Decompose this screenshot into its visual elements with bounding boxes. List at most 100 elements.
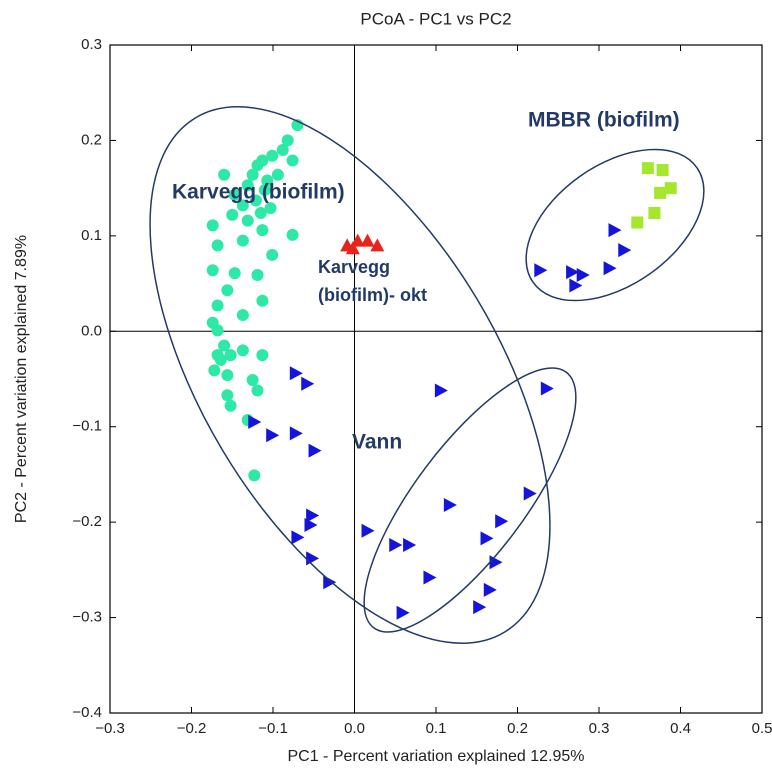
x-axis-label: PC1 - Percent variation explained 12.95% (287, 748, 584, 765)
data-point (211, 324, 224, 337)
data-point (306, 508, 320, 523)
data-point (218, 168, 231, 181)
data-point (576, 267, 590, 282)
data-point (306, 551, 320, 566)
data-point (254, 206, 267, 219)
x-tick-label: 0.5 (752, 720, 772, 737)
data-point (656, 164, 669, 177)
annotation: Karvegg (318, 257, 390, 277)
data-point (291, 530, 305, 545)
annotation: (biofilm)- okt (318, 285, 427, 305)
data-point (423, 570, 437, 585)
y-tick-label: −0.3 (72, 609, 102, 626)
data-point (211, 299, 224, 312)
data-point (208, 364, 221, 377)
data-point (271, 168, 284, 181)
data-point (301, 376, 315, 391)
data-point (266, 149, 279, 162)
y-tick-label: −0.4 (72, 704, 102, 721)
data-point (566, 265, 580, 280)
data-point (569, 278, 583, 293)
data-point (540, 381, 554, 396)
y-tick-label: 0.3 (81, 36, 102, 53)
cluster-ellipse (149, 106, 551, 644)
data-point (480, 531, 494, 546)
data-point (251, 384, 264, 397)
x-tick-label: −0.1 (258, 720, 288, 737)
data-point (361, 523, 375, 538)
data-point (308, 443, 322, 458)
cluster-ellipse (363, 367, 577, 633)
annotation: Karvegg (biofilm) (172, 181, 345, 204)
data-point (218, 339, 231, 352)
data-point (241, 214, 254, 227)
y-tick-label: −0.1 (72, 418, 102, 435)
data-point (221, 284, 234, 297)
data-point (256, 224, 269, 237)
data-point (228, 267, 241, 280)
x-tick-label: 0.0 (344, 720, 365, 737)
data-point (443, 497, 457, 512)
data-point (603, 261, 617, 276)
data-point (236, 199, 249, 212)
data-point (304, 518, 318, 533)
chart-title: PCoA - PC1 vs PC2 (360, 9, 511, 28)
data-point (495, 514, 509, 529)
data-point (534, 263, 548, 278)
data-point (434, 383, 448, 398)
data-point (258, 184, 271, 197)
data-point (654, 186, 667, 199)
data-point (246, 373, 259, 386)
cluster-ellipse (525, 148, 705, 302)
data-point (286, 154, 299, 167)
x-tick-label: −0.2 (177, 720, 207, 737)
data-point (403, 538, 417, 553)
data-point (345, 241, 360, 255)
data-point (249, 194, 262, 207)
data-point (256, 349, 269, 362)
data-point (214, 353, 227, 366)
data-point (648, 206, 661, 219)
data-point (618, 243, 632, 258)
data-point (236, 344, 249, 357)
x-tick-label: −0.3 (95, 720, 125, 737)
data-point (221, 369, 234, 382)
data-point (228, 188, 241, 201)
annotation: Vann (352, 431, 402, 454)
data-point (396, 605, 410, 620)
data-point (248, 469, 261, 482)
data-point (256, 294, 269, 307)
data-point (236, 309, 249, 322)
data-point (251, 159, 264, 172)
data-point (289, 366, 303, 381)
annotation: MBBR (biofilm) (528, 109, 680, 132)
data-point (289, 426, 303, 441)
data-point (211, 239, 224, 252)
data-point (246, 168, 259, 181)
data-point (206, 219, 219, 232)
data-point (664, 182, 677, 195)
data-point (641, 162, 654, 175)
data-point (631, 216, 644, 229)
x-tick-label: 0.1 (426, 720, 447, 737)
x-tick-label: 0.4 (670, 720, 691, 737)
data-point (350, 233, 365, 247)
data-point (221, 389, 234, 402)
y-tick-label: −0.2 (72, 513, 102, 530)
data-point (224, 399, 237, 412)
data-point (241, 179, 254, 192)
y-tick-label: 0.0 (81, 322, 102, 339)
data-point (281, 134, 294, 147)
data-point (523, 486, 537, 501)
plot-frame (109, 44, 763, 714)
data-point (360, 233, 375, 247)
x-tick-label: 0.2 (507, 720, 528, 737)
data-point (608, 223, 622, 238)
data-point (389, 538, 403, 553)
data-point (226, 208, 239, 221)
data-point (483, 582, 497, 597)
data-point (236, 234, 249, 247)
data-point (473, 600, 487, 615)
y-tick-label: 0.2 (81, 131, 102, 148)
